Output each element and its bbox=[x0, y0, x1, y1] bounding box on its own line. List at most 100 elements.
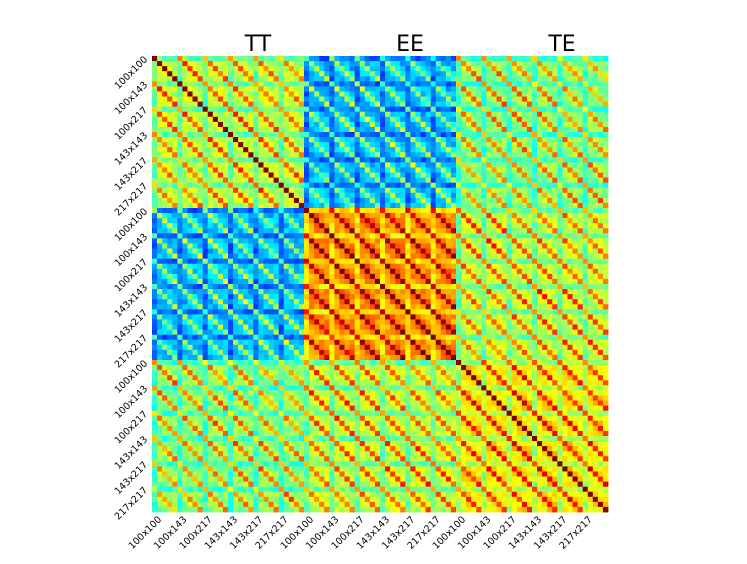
heatmap-cell bbox=[182, 238, 188, 244]
heatmap-cell bbox=[248, 121, 254, 128]
heatmap-cell bbox=[258, 116, 264, 123]
heatmap-cell bbox=[567, 137, 573, 143]
heatmap-cell bbox=[314, 101, 320, 108]
heatmap-cell bbox=[253, 106, 259, 113]
heatmap-cell bbox=[440, 96, 447, 102]
heatmap-cell bbox=[222, 182, 229, 189]
heatmap-cell bbox=[456, 152, 462, 158]
heatmap-cell bbox=[592, 126, 599, 133]
heatmap-cell bbox=[430, 71, 437, 77]
heatmap-cell bbox=[329, 273, 335, 280]
heatmap-cell bbox=[293, 142, 300, 148]
heatmap-cell bbox=[395, 213, 401, 219]
heatmap-cell bbox=[562, 223, 568, 229]
heatmap-cell bbox=[562, 66, 568, 72]
heatmap-cell bbox=[547, 132, 553, 138]
heatmap-cell bbox=[552, 121, 558, 128]
heatmap-cell bbox=[187, 101, 193, 108]
heatmap-cell bbox=[157, 273, 163, 280]
heatmap-cell bbox=[390, 152, 396, 158]
heatmap-cell bbox=[152, 182, 158, 189]
heatmap-cell bbox=[572, 284, 578, 290]
heatmap-cell bbox=[217, 324, 224, 330]
heatmap-cell bbox=[233, 324, 239, 330]
heatmap-cell bbox=[228, 81, 234, 87]
heatmap-cell bbox=[182, 167, 188, 173]
heatmap-cell bbox=[390, 132, 396, 138]
heatmap-cell bbox=[587, 268, 594, 275]
heatmap-cell bbox=[258, 106, 264, 113]
heatmap-cell bbox=[177, 96, 183, 102]
heatmap-cell bbox=[268, 147, 274, 153]
heatmap-cell bbox=[516, 116, 523, 123]
heatmap-cell bbox=[197, 263, 204, 270]
heatmap-cell bbox=[258, 213, 264, 219]
heatmap-cell bbox=[592, 324, 599, 330]
heatmap-cell bbox=[592, 319, 599, 325]
heatmap-cell bbox=[597, 106, 604, 113]
heatmap-cell bbox=[577, 243, 584, 249]
heatmap-cell bbox=[293, 126, 300, 133]
heatmap-cell bbox=[511, 121, 518, 128]
heatmap-cell bbox=[243, 137, 249, 143]
heatmap-cell bbox=[238, 132, 244, 138]
heatmap-cell bbox=[298, 147, 305, 153]
heatmap-cell bbox=[222, 137, 229, 143]
heatmap-cell bbox=[283, 329, 290, 336]
heatmap-cell bbox=[521, 66, 528, 72]
heatmap-cell bbox=[542, 268, 548, 275]
heatmap-cell bbox=[182, 142, 188, 148]
heatmap-cell bbox=[202, 258, 209, 265]
heatmap-cell bbox=[486, 309, 492, 315]
heatmap-cell bbox=[415, 147, 421, 153]
heatmap-cell bbox=[278, 66, 285, 72]
heatmap-cell bbox=[369, 142, 376, 148]
heatmap-cell bbox=[481, 66, 487, 72]
heatmap-cell bbox=[233, 126, 239, 133]
heatmap-cell bbox=[207, 238, 214, 244]
heatmap-cell bbox=[582, 81, 589, 87]
heatmap-cell bbox=[182, 101, 188, 108]
heatmap-cell bbox=[491, 197, 497, 204]
heatmap-cell bbox=[243, 106, 249, 113]
heatmap-cell bbox=[202, 56, 209, 62]
heatmap-cell bbox=[511, 273, 518, 280]
heatmap-cell bbox=[501, 304, 508, 310]
heatmap-cell bbox=[587, 157, 594, 163]
heatmap-cell bbox=[222, 329, 229, 336]
heatmap-cell bbox=[293, 233, 300, 239]
heatmap-cell bbox=[217, 273, 224, 280]
heatmap-cell bbox=[405, 263, 411, 270]
heatmap-cell bbox=[445, 91, 452, 97]
heatmap-cell bbox=[309, 273, 315, 280]
heatmap-cell bbox=[577, 61, 584, 67]
heatmap-cell bbox=[476, 162, 482, 168]
heatmap-cell bbox=[162, 319, 168, 325]
heatmap-cell bbox=[526, 66, 533, 72]
heatmap-cell bbox=[476, 284, 482, 290]
heatmap-cell bbox=[425, 56, 432, 62]
heatmap-cell bbox=[486, 157, 492, 163]
heatmap-cell bbox=[597, 101, 604, 108]
heatmap-cell bbox=[238, 319, 244, 325]
heatmap-cell bbox=[430, 309, 437, 315]
heatmap-cell bbox=[233, 86, 239, 92]
heatmap-cell bbox=[278, 253, 285, 260]
heatmap-cell bbox=[445, 289, 452, 295]
heatmap-cell bbox=[157, 187, 163, 194]
heatmap-cell bbox=[567, 213, 573, 219]
heatmap-cell bbox=[207, 111, 214, 118]
heatmap-cell bbox=[192, 86, 198, 92]
heatmap-cell bbox=[450, 66, 457, 72]
heatmap-cell bbox=[567, 86, 573, 92]
heatmap-cell bbox=[344, 187, 350, 194]
heatmap-cell bbox=[222, 147, 229, 153]
heatmap-cell bbox=[263, 248, 269, 254]
heatmap-cell bbox=[425, 101, 432, 108]
heatmap-cell bbox=[572, 187, 578, 194]
heatmap-cell bbox=[567, 314, 573, 320]
heatmap-cell bbox=[187, 253, 193, 260]
heatmap-cell bbox=[278, 223, 285, 229]
heatmap-cell bbox=[288, 116, 295, 123]
heatmap-cell bbox=[572, 71, 578, 77]
